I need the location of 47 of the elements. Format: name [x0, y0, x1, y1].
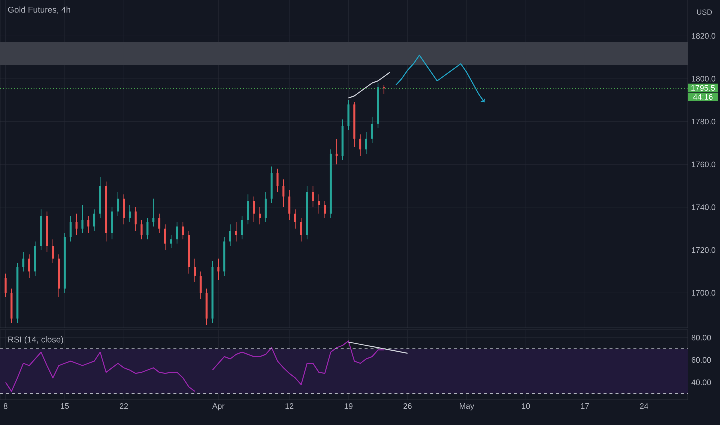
- candlestick: [241, 216, 244, 240]
- candlestick: [371, 117, 374, 144]
- candlestick: [276, 168, 279, 193]
- candlestick: [312, 186, 314, 208]
- candlestick: [282, 179, 285, 208]
- candlestick: [200, 271, 202, 300]
- candlestick: [134, 207, 137, 232]
- candlestick: [146, 218, 149, 240]
- candlestick: [318, 194, 320, 214]
- candlestick: [365, 132, 368, 154]
- candlestick: [76, 214, 78, 236]
- candlestick: [288, 190, 291, 221]
- candlestick: [111, 207, 114, 240]
- candlestick: [4, 274, 7, 298]
- candlestick: [22, 252, 25, 272]
- candlestick: [128, 204, 131, 223]
- candlestick: [140, 220, 143, 240]
- candlestick: [70, 216, 72, 242]
- candlestick: [158, 214, 161, 234]
- candlestick: [336, 138, 338, 166]
- candlestick: [300, 218, 302, 242]
- candlestick: [117, 192, 120, 216]
- candlestick: [28, 254, 30, 278]
- candlestick: [259, 207, 262, 225]
- candlestick: [176, 222, 178, 244]
- candlestick: [94, 209, 96, 232]
- text: RSI (14, close): [8, 336, 64, 344]
- candlestick: [52, 239, 54, 264]
- candlestick: [218, 258, 220, 281]
- text: Gold Futures, 4h: [8, 6, 70, 14]
- candlestick: [152, 198, 155, 228]
- candlestick: [194, 258, 196, 283]
- candlestick: [294, 209, 297, 230]
- candlestick: [324, 200, 326, 219]
- candlestick: [360, 134, 362, 156]
- candlestick: [247, 194, 250, 225]
- candlestick: [88, 216, 90, 234]
- candlestick: [264, 192, 267, 223]
- candlestick: [82, 204, 84, 234]
- candlestick: [123, 194, 126, 225]
- candlestick: [348, 100, 350, 131]
- candlestick: [253, 196, 256, 223]
- candlestick: [235, 222, 238, 242]
- candlestick: [229, 224, 232, 246]
- candlestick: [182, 222, 184, 240]
- candlestick: [164, 224, 166, 251]
- candlestick: [170, 234, 172, 249]
